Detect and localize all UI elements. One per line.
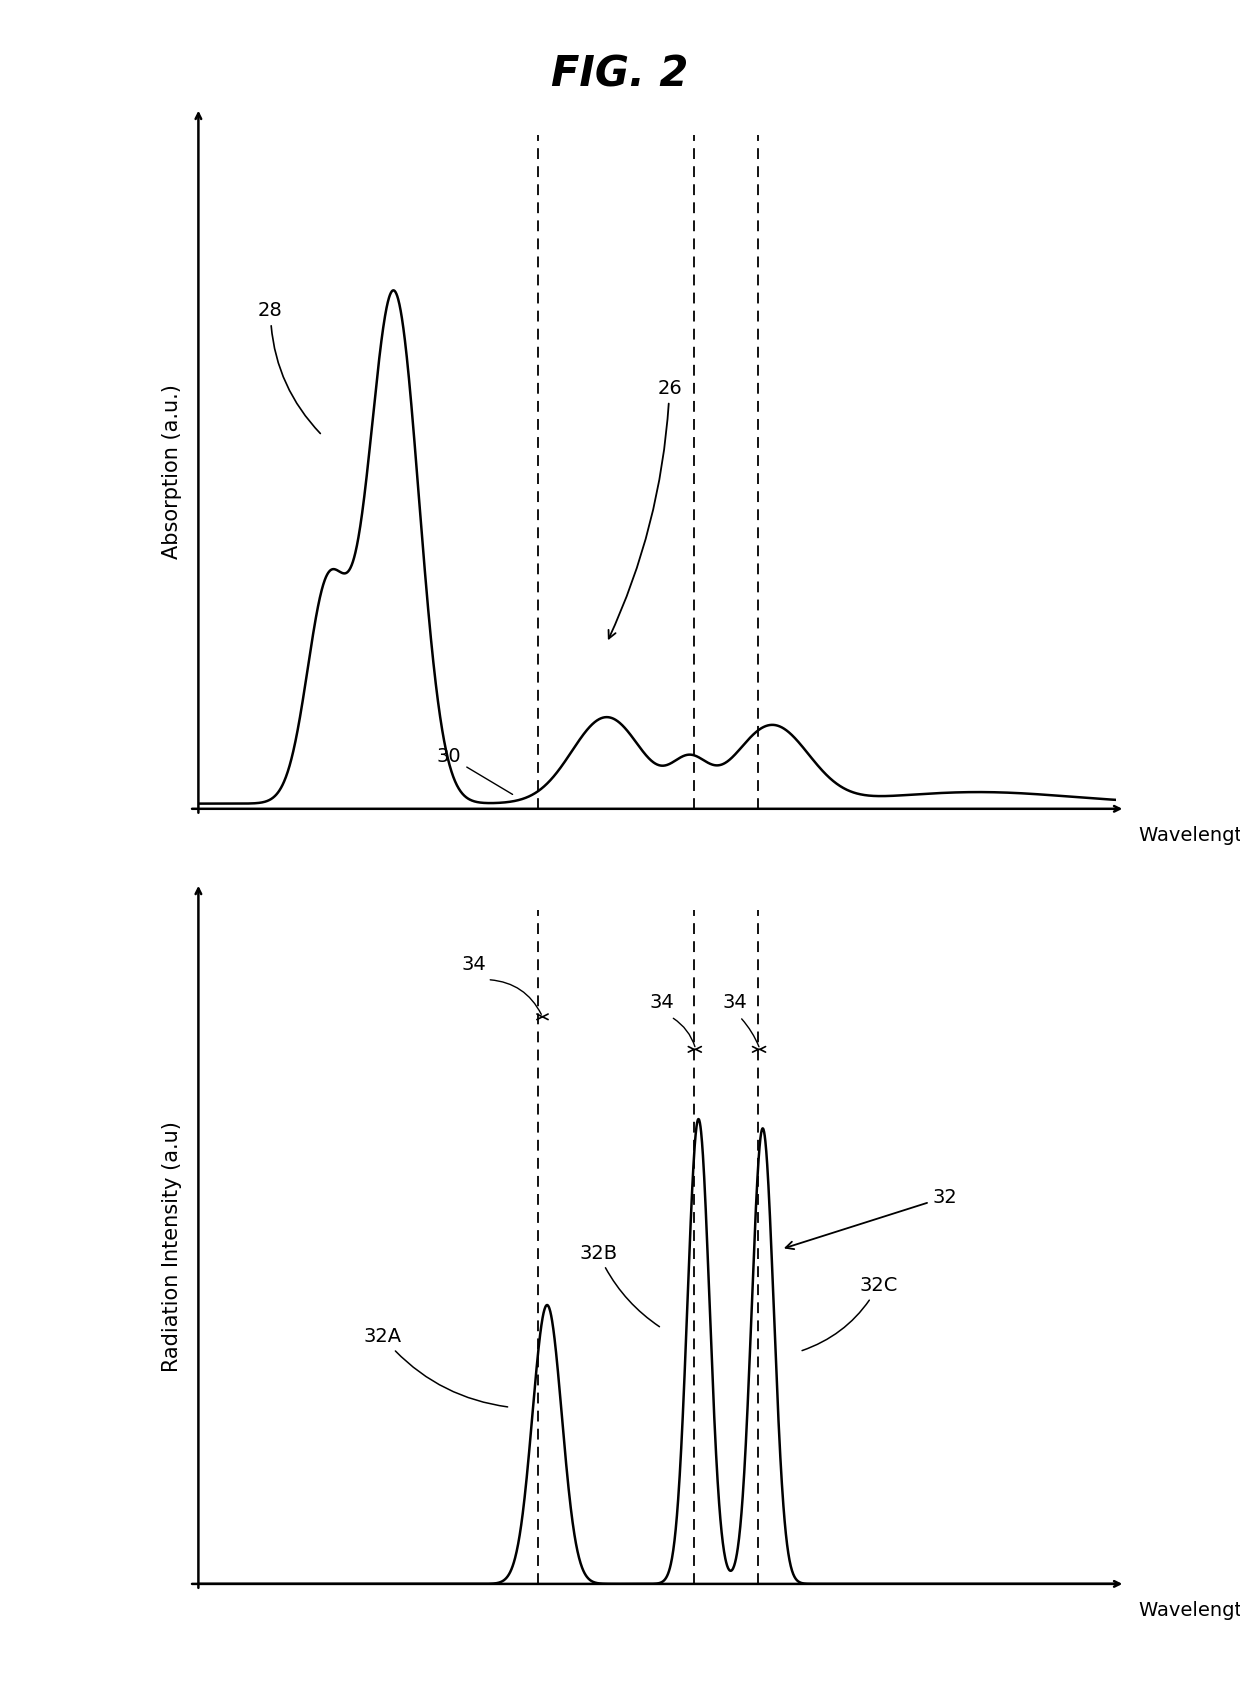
Text: 32B: 32B xyxy=(579,1244,660,1326)
Text: 34: 34 xyxy=(461,955,486,974)
Text: 34: 34 xyxy=(723,992,748,1011)
Text: 32: 32 xyxy=(786,1188,957,1249)
Text: FIG. 2: FIG. 2 xyxy=(552,54,688,96)
Text: 32A: 32A xyxy=(363,1328,507,1407)
Text: Wavelength (nm): Wavelength (nm) xyxy=(1140,826,1240,846)
Text: Wavelength (nm): Wavelength (nm) xyxy=(1140,1601,1240,1621)
Text: 34: 34 xyxy=(650,992,675,1011)
Text: 28: 28 xyxy=(258,302,320,433)
Y-axis label: Absorption (a.u.): Absorption (a.u.) xyxy=(161,384,182,559)
Text: 26: 26 xyxy=(609,379,682,639)
Text: 30: 30 xyxy=(436,746,512,794)
Text: 32C: 32C xyxy=(802,1276,898,1351)
Y-axis label: Radiation Intensity (a.u): Radiation Intensity (a.u) xyxy=(161,1122,182,1372)
